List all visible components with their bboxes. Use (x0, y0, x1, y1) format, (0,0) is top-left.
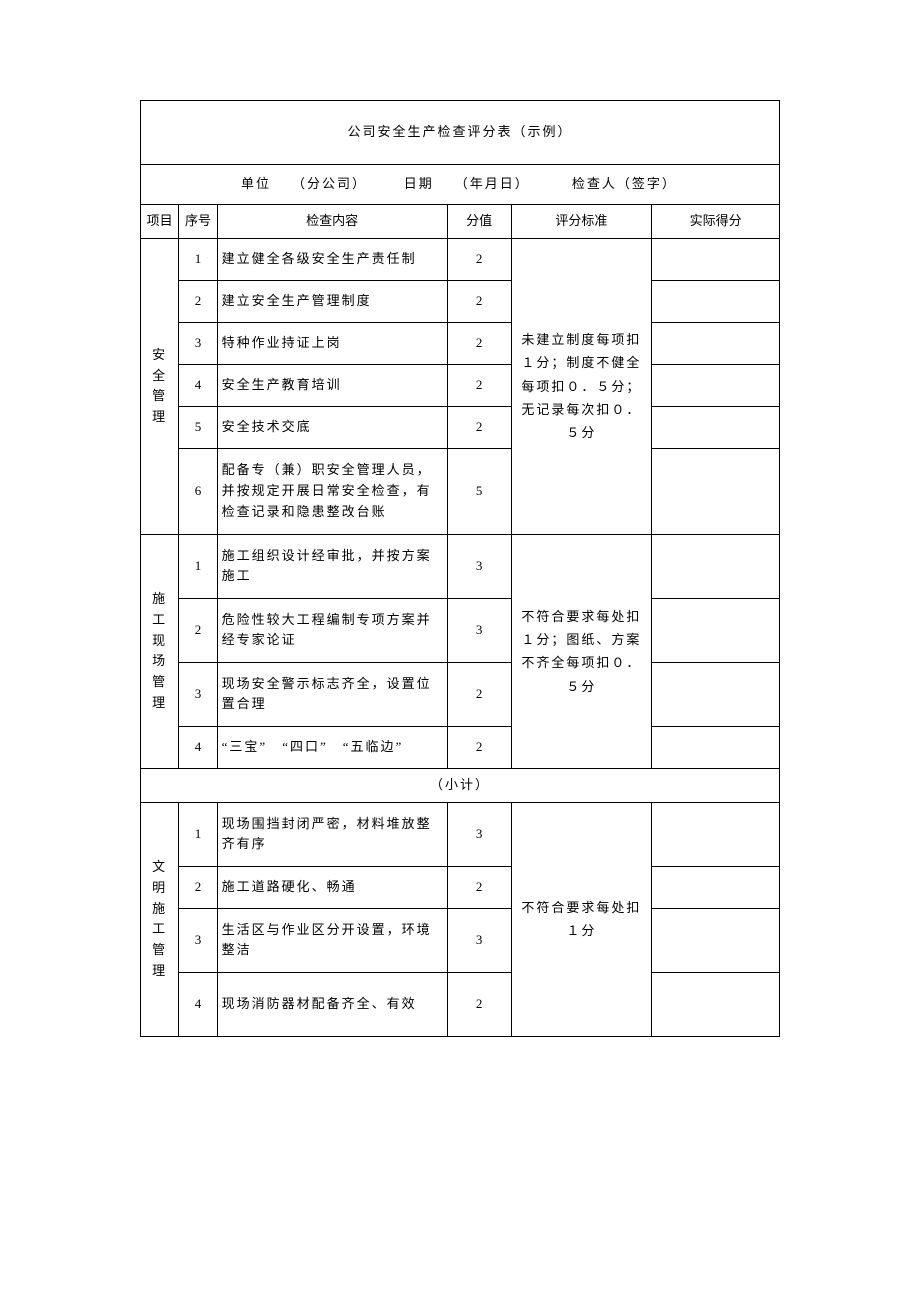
meta-org-label: 单位 (241, 176, 271, 191)
row-num: 1 (179, 238, 217, 280)
row-actual[interactable] (652, 726, 780, 768)
row-desc: 建立安全生产管理制度 (217, 280, 447, 322)
table-row: 安全管理 1 建立健全各级安全生产责任制 2 未建立制度每项扣１分；制度不健全每… (141, 238, 780, 280)
row-actual[interactable] (652, 448, 780, 534)
table-row: 2 施工道路硬化、畅通 2 (141, 866, 780, 908)
row-desc: 施工组织设计经审批，并按方案施工 (217, 534, 447, 598)
row-score: 3 (447, 598, 511, 662)
row-actual[interactable] (652, 238, 780, 280)
hdr-col1: 项目 (141, 205, 179, 239)
table-row: 2 建立安全生产管理制度 2 (141, 280, 780, 322)
table-row: 4 “三宝” “四口” “五临边” 2 (141, 726, 780, 768)
hdr-col6: 实际得分 (652, 205, 780, 239)
hdr-col5: 评分标准 (511, 205, 652, 239)
row-num: 6 (179, 448, 217, 534)
row-desc: 建立健全各级安全生产责任制 (217, 238, 447, 280)
row-score: 2 (447, 322, 511, 364)
row-score: 2 (447, 364, 511, 406)
row-desc: 安全生产教育培训 (217, 364, 447, 406)
table-row: 3 特种作业持证上岗 2 (141, 322, 780, 364)
meta-cell: 单位 （分公司） 日期 （年月日） 检查人（签字） (141, 165, 780, 205)
header-row: 项目 序号 检查内容 分值 评分标准 实际得分 (141, 205, 780, 239)
row-desc: 特种作业持证上岗 (217, 322, 447, 364)
subtotal-cell: （小计） (141, 768, 780, 802)
row-actual[interactable] (652, 280, 780, 322)
hdr-col4: 分值 (447, 205, 511, 239)
row-score: 2 (447, 866, 511, 908)
table-row: 3 生活区与作业区分开设置，环境整洁 3 (141, 908, 780, 972)
row-score: 3 (447, 802, 511, 866)
row-num: 3 (179, 908, 217, 972)
row-num: 4 (179, 364, 217, 406)
row-num: 3 (179, 322, 217, 364)
row-score: 2 (447, 406, 511, 448)
row-num: 2 (179, 280, 217, 322)
row-desc: 配备专（兼）职安全管理人员，并按规定开展日常安全检查，有检查记录和隐患整改台账 (217, 448, 447, 534)
row-num: 4 (179, 972, 217, 1036)
row-score: 2 (447, 280, 511, 322)
section-standard: 不符合要求每处扣１分 (511, 802, 652, 1036)
row-score: 3 (447, 908, 511, 972)
row-desc: 现场消防器材配备齐全、有效 (217, 972, 447, 1036)
section-label: 安全管理 (141, 238, 179, 534)
row-score: 2 (447, 972, 511, 1036)
row-actual[interactable] (652, 866, 780, 908)
row-actual[interactable] (652, 802, 780, 866)
row-score: 5 (447, 448, 511, 534)
table-row: 5 安全技术交底 2 (141, 406, 780, 448)
row-desc: 生活区与作业区分开设置，环境整洁 (217, 908, 447, 972)
table-row: 2 危险性较大工程编制专项方案并经专家论证 3 (141, 598, 780, 662)
table-row: 3 现场安全警示标志齐全，设置位置合理 2 (141, 662, 780, 726)
table-row: 文明施工管理 1 现场围挡封闭严密，材料堆放整齐有序 3 不符合要求每处扣１分 (141, 802, 780, 866)
subtotal-row: （小计） (141, 768, 780, 802)
title-row: 公司安全生产检查评分表（示例） (141, 101, 780, 165)
hdr-col3: 检查内容 (217, 205, 447, 239)
row-actual[interactable] (652, 364, 780, 406)
table-row: 4 现场消防器材配备齐全、有效 2 (141, 972, 780, 1036)
row-num: 2 (179, 598, 217, 662)
hdr-col2: 序号 (179, 205, 217, 239)
row-actual[interactable] (652, 598, 780, 662)
row-actual[interactable] (652, 908, 780, 972)
row-score: 2 (447, 726, 511, 768)
row-score: 2 (447, 238, 511, 280)
row-actual[interactable] (652, 662, 780, 726)
meta-org-value: （分公司） (292, 176, 367, 191)
page-container: 公司安全生产检查评分表（示例） 单位 （分公司） 日期 （年月日） 检查人（签字… (0, 0, 920, 1077)
table-title: 公司安全生产检查评分表（示例） (141, 101, 780, 165)
meta-row: 单位 （分公司） 日期 （年月日） 检查人（签字） (141, 165, 780, 205)
meta-date-value: （年月日） (455, 176, 530, 191)
row-score: 3 (447, 534, 511, 598)
row-actual[interactable] (652, 406, 780, 448)
row-num: 5 (179, 406, 217, 448)
row-desc: 安全技术交底 (217, 406, 447, 448)
row-num: 3 (179, 662, 217, 726)
row-num: 4 (179, 726, 217, 768)
row-desc: 现场安全警示标志齐全，设置位置合理 (217, 662, 447, 726)
table-row: 施工现场管理 1 施工组织设计经审批，并按方案施工 3 不符合要求每处扣１分；图… (141, 534, 780, 598)
row-score: 2 (447, 662, 511, 726)
inspection-table: 公司安全生产检查评分表（示例） 单位 （分公司） 日期 （年月日） 检查人（签字… (140, 100, 780, 1037)
table-row: 6 配备专（兼）职安全管理人员，并按规定开展日常安全检查，有检查记录和隐患整改台… (141, 448, 780, 534)
row-num: 2 (179, 866, 217, 908)
row-desc: 危险性较大工程编制专项方案并经专家论证 (217, 598, 447, 662)
row-num: 1 (179, 802, 217, 866)
row-desc: 现场围挡封闭严密，材料堆放整齐有序 (217, 802, 447, 866)
meta-checker: 检查人（签字） (572, 176, 677, 191)
row-actual[interactable] (652, 534, 780, 598)
row-actual[interactable] (652, 972, 780, 1036)
meta-date-label: 日期 (404, 176, 434, 191)
section-standard: 不符合要求每处扣１分；图纸、方案不齐全每项扣０．５分 (511, 534, 652, 768)
section-label: 施工现场管理 (141, 534, 179, 768)
row-desc: “三宝” “四口” “五临边” (217, 726, 447, 768)
section-label: 文明施工管理 (141, 802, 179, 1036)
table-row: 4 安全生产教育培训 2 (141, 364, 780, 406)
row-num: 1 (179, 534, 217, 598)
row-actual[interactable] (652, 322, 780, 364)
row-desc: 施工道路硬化、畅通 (217, 866, 447, 908)
section-standard: 未建立制度每项扣１分；制度不健全每项扣０．５分；无记录每次扣０．５分 (511, 238, 652, 534)
